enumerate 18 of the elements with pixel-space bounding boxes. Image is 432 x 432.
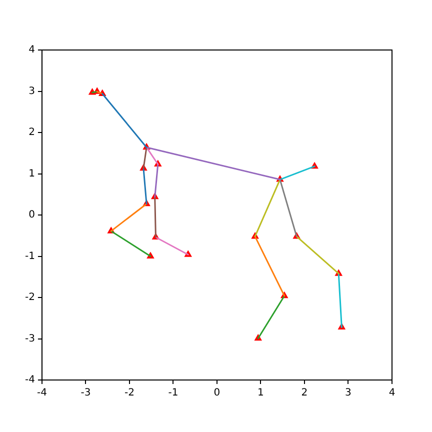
y-tick-label: 0: [28, 210, 35, 221]
y-tick-label: 4: [28, 44, 35, 56]
y-tick-label: 3: [28, 86, 35, 97]
x-tick-label: -2: [124, 388, 134, 399]
y-tick-label: 2: [28, 127, 35, 138]
y-tick-label: -3: [24, 333, 35, 344]
x-tick-label: 0: [214, 388, 220, 399]
x-tick-label: -1: [168, 388, 178, 399]
x-tick-label: 4: [388, 388, 396, 399]
x-tick-label: 2: [301, 388, 308, 399]
y-tick-label: -4: [24, 374, 35, 386]
x-tick-label: 1: [258, 388, 264, 399]
x-tick-label: 3: [345, 388, 352, 399]
x-tick-label: -3: [80, 388, 91, 399]
y-tick-label: -1: [24, 250, 35, 262]
x-tick-label: -4: [36, 388, 47, 399]
y-tick-label: 1: [28, 168, 35, 180]
y-tick-label: -2: [24, 292, 35, 304]
